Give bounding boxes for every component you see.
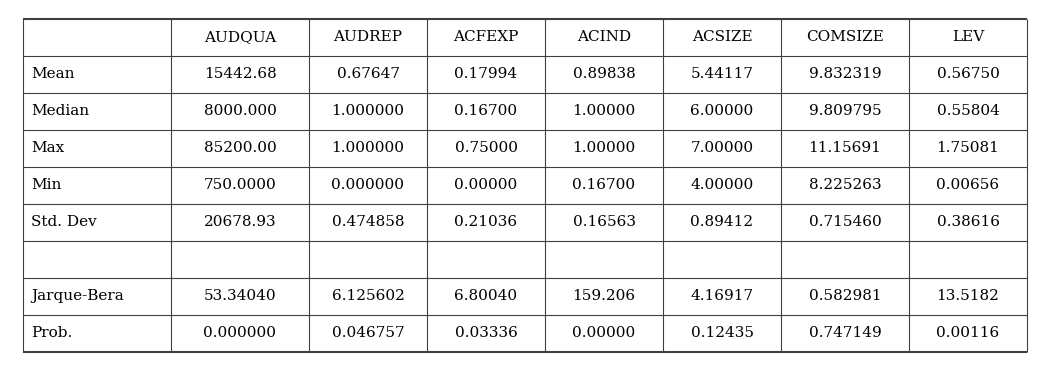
Text: Max: Max [32,141,64,155]
Text: 0.747149: 0.747149 [808,326,881,340]
Text: 0.16700: 0.16700 [572,178,635,192]
Text: 11.15691: 11.15691 [808,141,881,155]
Text: 13.5182: 13.5182 [937,289,1000,303]
Text: 0.38616: 0.38616 [937,215,1000,229]
Text: 0.12435: 0.12435 [691,326,754,340]
Text: 0.67647: 0.67647 [336,67,399,81]
Text: 6.125602: 6.125602 [332,289,404,303]
Text: 1.00000: 1.00000 [572,104,635,118]
Text: Std. Dev: Std. Dev [32,215,97,229]
Text: 5.44117: 5.44117 [691,67,754,81]
Text: 0.21036: 0.21036 [455,215,518,229]
Text: 1.75081: 1.75081 [937,141,1000,155]
Text: 1.000000: 1.000000 [332,104,404,118]
Text: 8.225263: 8.225263 [808,178,881,192]
Text: 9.832319: 9.832319 [808,67,881,81]
Text: 0.582981: 0.582981 [808,289,881,303]
Text: Prob.: Prob. [32,326,72,340]
Text: ACSIZE: ACSIZE [692,30,752,44]
Text: COMSIZE: COMSIZE [806,30,884,44]
Text: 4.16917: 4.16917 [691,289,754,303]
Text: 20678.93: 20678.93 [204,215,276,229]
Text: Median: Median [32,104,89,118]
Text: 9.809795: 9.809795 [808,104,881,118]
Text: 6.00000: 6.00000 [691,104,754,118]
Text: 750.0000: 750.0000 [204,178,276,192]
Text: ACFEXP: ACFEXP [454,30,519,44]
Text: 0.55804: 0.55804 [937,104,1000,118]
Text: 0.000000: 0.000000 [332,178,404,192]
Text: Min: Min [32,178,61,192]
Text: 8000.000: 8000.000 [204,104,276,118]
Text: 0.00116: 0.00116 [937,326,1000,340]
Text: Jarque-Bera: Jarque-Bera [32,289,124,303]
Text: 0.16563: 0.16563 [572,215,635,229]
Text: 159.206: 159.206 [572,289,635,303]
Text: 0.00656: 0.00656 [937,178,1000,192]
Text: 4.00000: 4.00000 [691,178,754,192]
Text: ACIND: ACIND [576,30,631,44]
Text: 0.000000: 0.000000 [204,326,276,340]
Text: 0.17994: 0.17994 [455,67,518,81]
Text: AUDREP: AUDREP [334,30,402,44]
Text: 0.046757: 0.046757 [332,326,404,340]
Text: 0.00000: 0.00000 [455,178,518,192]
Text: Mean: Mean [32,67,75,81]
Text: 53.34040: 53.34040 [204,289,276,303]
Text: 0.474858: 0.474858 [332,215,404,229]
Text: 1.000000: 1.000000 [332,141,404,155]
Text: 0.715460: 0.715460 [808,215,881,229]
Text: 0.56750: 0.56750 [937,67,1000,81]
Text: 0.89838: 0.89838 [572,67,635,81]
Text: 0.03336: 0.03336 [455,326,518,340]
Text: 0.75000: 0.75000 [455,141,518,155]
Text: 1.00000: 1.00000 [572,141,635,155]
Text: 6.80040: 6.80040 [455,289,518,303]
Text: 0.00000: 0.00000 [572,326,635,340]
Text: 15442.68: 15442.68 [204,67,276,81]
Text: LEV: LEV [952,30,984,44]
Text: 0.89412: 0.89412 [691,215,754,229]
Text: AUDQUA: AUDQUA [204,30,276,44]
Text: 0.16700: 0.16700 [455,104,518,118]
Text: 85200.00: 85200.00 [204,141,276,155]
Text: 7.00000: 7.00000 [691,141,754,155]
